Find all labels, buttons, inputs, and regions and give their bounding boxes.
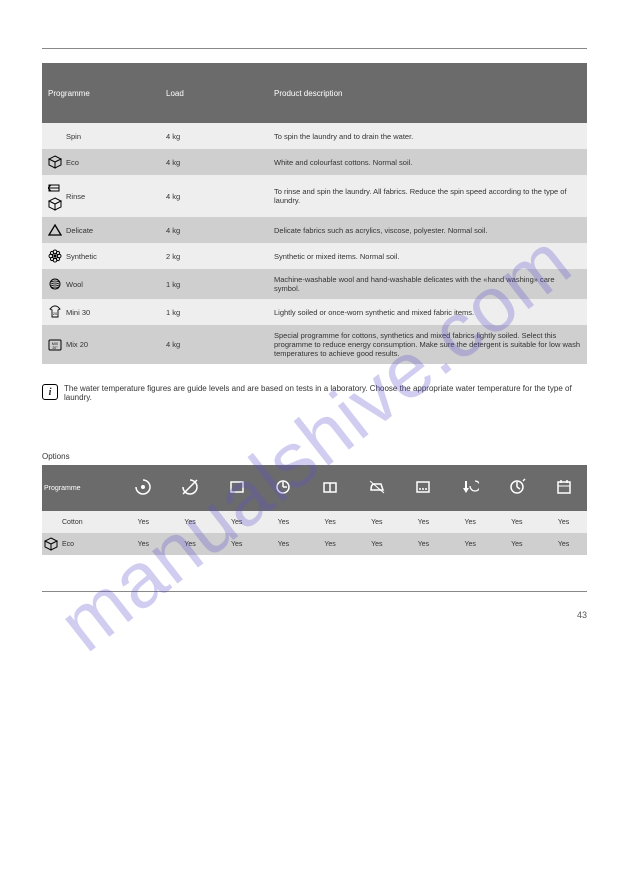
info-note: i The water temperature figures are guid… <box>42 384 587 402</box>
programme-name: Synthetic <box>66 252 154 261</box>
option-cell: Yes <box>540 511 587 533</box>
flower-icon <box>48 249 62 263</box>
opt-icon-nospin <box>167 465 214 511</box>
options-caption: Options <box>42 452 587 461</box>
cube-icon <box>48 155 62 169</box>
nospin-icon <box>181 478 199 496</box>
table-row: Eco 4 kgWhite and colourfast cottons. Nor… <box>42 149 587 175</box>
opt-icon-easyiron <box>353 465 400 511</box>
programme-load: 1 kg <box>160 269 268 299</box>
opt-icon-timemgr <box>540 465 587 511</box>
programme-name: Mix 20 <box>66 340 154 349</box>
th-load: Load <box>160 63 268 123</box>
option-cell: Yes <box>260 511 307 533</box>
option-cell: Yes <box>540 533 587 555</box>
option-cell: Yes <box>307 511 354 533</box>
option-cell: Yes <box>400 533 447 555</box>
option-cell: Yes <box>167 533 214 555</box>
opt-icon-spin <box>120 465 167 511</box>
rinsehold-icon <box>228 478 246 496</box>
table-row: Mix 20 4 kgSpecial programme for cottons,… <box>42 325 587 364</box>
programme-name: Wool <box>66 280 154 289</box>
programme-name: Rinse <box>66 192 154 201</box>
options-table-header: Programme <box>42 465 587 511</box>
option-cell: Yes <box>494 533 541 555</box>
table-row: Mini 30 1 kgLightly soiled or once-worn s… <box>42 299 587 325</box>
th-desc: Product description <box>268 63 587 123</box>
th-programme: Programme <box>42 63 160 123</box>
rinse-tag-icon <box>48 181 62 195</box>
page-number: 43 <box>577 610 587 620</box>
drainspin-icon <box>461 478 479 496</box>
table-row: CottonYesYesYesYesYesYesYesYesYesYes <box>42 511 587 533</box>
programme-desc: Special programme for cottons, synthetic… <box>268 325 587 364</box>
delay-icon <box>508 478 526 496</box>
mix20-icon <box>48 338 62 352</box>
programme-name: Mini 30 <box>66 308 154 317</box>
programme-name: Eco <box>62 541 74 548</box>
option-cell: Yes <box>120 533 167 555</box>
programme-name: Eco <box>66 158 154 167</box>
table-row: Synthetic 2 kgSynthetic or mixed items. N… <box>42 243 587 269</box>
programme-load: 4 kg <box>160 149 268 175</box>
option-cell: Yes <box>120 511 167 533</box>
programme-name: Spin <box>66 132 154 141</box>
opt-icon-rinsehold <box>213 465 260 511</box>
table-row: Spin 4 kgTo spin the laundry and to drain… <box>42 123 587 149</box>
shirt20-icon <box>48 305 62 319</box>
programme-name: Delicate <box>66 226 154 235</box>
programme-load: 4 kg <box>160 175 268 217</box>
wool-icon <box>48 277 62 291</box>
table-row: Rinse 4 kgTo rinse and spin the laundry. … <box>42 175 587 217</box>
option-cell: Yes <box>447 511 494 533</box>
table-row: Wool 1 kgMachine-washable wool and hand-w… <box>42 269 587 299</box>
soak-icon <box>414 478 432 496</box>
programme-table: Programme Load Product description Spin 4… <box>42 63 587 364</box>
spin-icon <box>134 478 152 496</box>
opt-icon-prewash <box>260 465 307 511</box>
programme-name: Cotton <box>62 519 83 526</box>
opt-icon-drainspin <box>447 465 494 511</box>
option-cell: Yes <box>213 533 260 555</box>
cube-icon <box>48 197 62 211</box>
programme-desc: Machine-washable wool and hand-washable … <box>268 269 587 299</box>
programme-load: 2 kg <box>160 243 268 269</box>
programme-desc: To rinse and spin the laundry. All fabri… <box>268 175 587 217</box>
th2-programme: Programme <box>42 465 120 511</box>
option-cell: Yes <box>400 511 447 533</box>
programme-load: 4 kg <box>160 217 268 243</box>
option-cell: Yes <box>494 511 541 533</box>
opt-icon-rinseplus <box>307 465 354 511</box>
programme-desc: To spin the laundry and to drain the wat… <box>268 123 587 149</box>
programme-desc: Lightly soiled or once-worn synthetic an… <box>268 299 587 325</box>
options-table: Programme CottonYesYesYesYesYesYesYesYes… <box>42 465 587 555</box>
programme-desc: White and colourfast cottons. Normal soi… <box>268 149 587 175</box>
table-row: EcoYesYesYesYesYesYesYesYesYesYes <box>42 533 587 555</box>
option-cell: Yes <box>447 533 494 555</box>
option-cell: Yes <box>353 533 400 555</box>
programme-load: 4 kg <box>160 325 268 364</box>
rinseplus-icon <box>321 478 339 496</box>
info-note-text: The water temperature figures are guide … <box>64 384 587 402</box>
opt-icon-delay <box>494 465 541 511</box>
option-cell: Yes <box>167 511 214 533</box>
option-cell: Yes <box>307 533 354 555</box>
programme-load: 4 kg <box>160 123 268 149</box>
table-row: Delicate 4 kgDelicate fabrics such as acr… <box>42 217 587 243</box>
programme-table-header: Programme Load Product description <box>42 63 587 123</box>
option-cell: Yes <box>213 511 260 533</box>
timemgr-icon <box>555 478 573 496</box>
programme-desc: Synthetic or mixed items. Normal soil. <box>268 243 587 269</box>
easyiron-icon <box>368 478 386 496</box>
info-icon: i <box>42 384 58 400</box>
programme-desc: Delicate fabrics such as acrylics, visco… <box>268 217 587 243</box>
option-cell: Yes <box>353 511 400 533</box>
cube-icon <box>44 537 58 551</box>
opt-icon-soak <box>400 465 447 511</box>
option-cell: Yes <box>260 533 307 555</box>
programme-load: 1 kg <box>160 299 268 325</box>
triangle-icon <box>48 223 62 237</box>
prewash-icon <box>274 478 292 496</box>
